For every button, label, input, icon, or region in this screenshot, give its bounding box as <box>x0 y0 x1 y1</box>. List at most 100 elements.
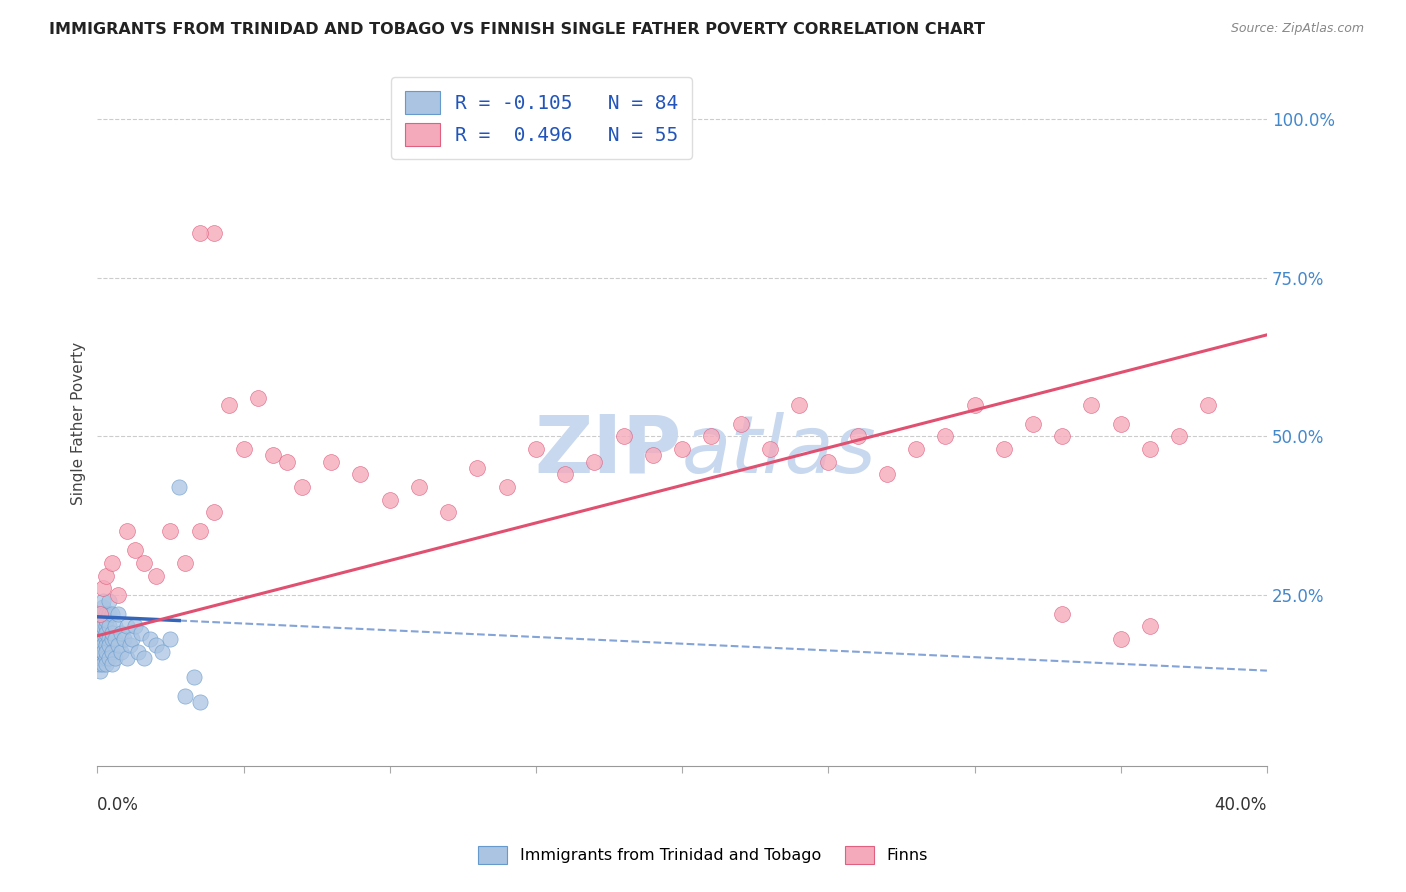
Legend: Immigrants from Trinidad and Tobago, Finns: Immigrants from Trinidad and Tobago, Fin… <box>472 839 934 871</box>
Point <box>321 454 343 468</box>
Point <box>110 625 132 640</box>
Point <box>89 664 111 678</box>
Point <box>101 645 124 659</box>
Point <box>247 391 270 405</box>
Point <box>94 619 117 633</box>
Point <box>467 461 489 475</box>
Point <box>671 442 693 456</box>
Point <box>107 607 129 621</box>
Point <box>1050 429 1073 443</box>
Point <box>817 454 839 468</box>
Point <box>118 638 141 652</box>
Point <box>787 398 810 412</box>
Point <box>262 448 284 462</box>
Point <box>730 417 752 431</box>
Point <box>174 689 197 703</box>
Point <box>115 651 138 665</box>
Point <box>89 607 111 621</box>
Point <box>89 638 111 652</box>
Point <box>1139 619 1161 633</box>
Point <box>98 594 121 608</box>
Point <box>104 632 127 646</box>
Point <box>124 543 146 558</box>
Point <box>94 613 117 627</box>
Point <box>150 645 173 659</box>
Point <box>91 632 114 646</box>
Point <box>1050 607 1073 621</box>
Point <box>91 645 114 659</box>
Point <box>276 454 298 468</box>
Point <box>98 619 121 633</box>
Point <box>94 645 117 659</box>
Point <box>91 657 114 672</box>
Point <box>98 607 121 621</box>
Point <box>91 625 114 640</box>
Point <box>91 651 114 665</box>
Point <box>104 619 127 633</box>
Point <box>94 607 117 621</box>
Point <box>202 227 225 241</box>
Point <box>145 568 167 582</box>
Point <box>134 651 156 665</box>
Point <box>89 657 111 672</box>
Point <box>202 505 225 519</box>
Point <box>89 613 111 627</box>
Point <box>934 429 956 443</box>
Point <box>91 607 114 621</box>
Point <box>188 695 211 709</box>
Point <box>159 524 181 539</box>
Point <box>583 454 606 468</box>
Point <box>1080 398 1102 412</box>
Text: atlas: atlas <box>682 412 877 490</box>
Text: Source: ZipAtlas.com: Source: ZipAtlas.com <box>1230 22 1364 36</box>
Point <box>188 227 211 241</box>
Point <box>94 625 117 640</box>
Point <box>89 651 111 665</box>
Point <box>89 651 111 665</box>
Point <box>89 645 111 659</box>
Point <box>91 600 114 615</box>
Text: IMMIGRANTS FROM TRINIDAD AND TOBAGO VS FINNISH SINGLE FATHER POVERTY CORRELATION: IMMIGRANTS FROM TRINIDAD AND TOBAGO VS F… <box>49 22 986 37</box>
Point <box>89 625 111 640</box>
Point <box>115 619 138 633</box>
Point <box>759 442 782 456</box>
Point <box>89 619 111 633</box>
Point <box>700 429 723 443</box>
Point <box>91 581 114 595</box>
Point <box>110 645 132 659</box>
Point <box>101 625 124 640</box>
Point <box>188 524 211 539</box>
Point <box>94 632 117 646</box>
Point <box>134 556 156 570</box>
Point <box>613 429 636 443</box>
Point <box>89 607 111 621</box>
Point <box>94 638 117 652</box>
Point <box>183 670 205 684</box>
Point <box>174 556 197 570</box>
Point <box>291 480 314 494</box>
Point <box>846 429 869 443</box>
Point <box>232 442 254 456</box>
Point <box>91 645 114 659</box>
Point <box>107 638 129 652</box>
Point <box>1168 429 1191 443</box>
Point <box>963 398 986 412</box>
Legend: R = -0.105   N = 84, R =  0.496   N = 55: R = -0.105 N = 84, R = 0.496 N = 55 <box>391 78 692 160</box>
Point <box>89 645 111 659</box>
Text: 40.0%: 40.0% <box>1215 797 1267 814</box>
Point <box>89 638 111 652</box>
Point <box>91 632 114 646</box>
Point <box>378 492 401 507</box>
Point <box>91 619 114 633</box>
Point <box>129 625 152 640</box>
Point <box>91 619 114 633</box>
Point <box>1139 442 1161 456</box>
Text: ZIP: ZIP <box>534 412 682 490</box>
Point <box>89 632 111 646</box>
Point <box>89 625 111 640</box>
Point <box>89 607 111 621</box>
Point <box>86 632 108 646</box>
Point <box>89 619 111 633</box>
Point <box>349 467 371 482</box>
Point <box>101 556 124 570</box>
